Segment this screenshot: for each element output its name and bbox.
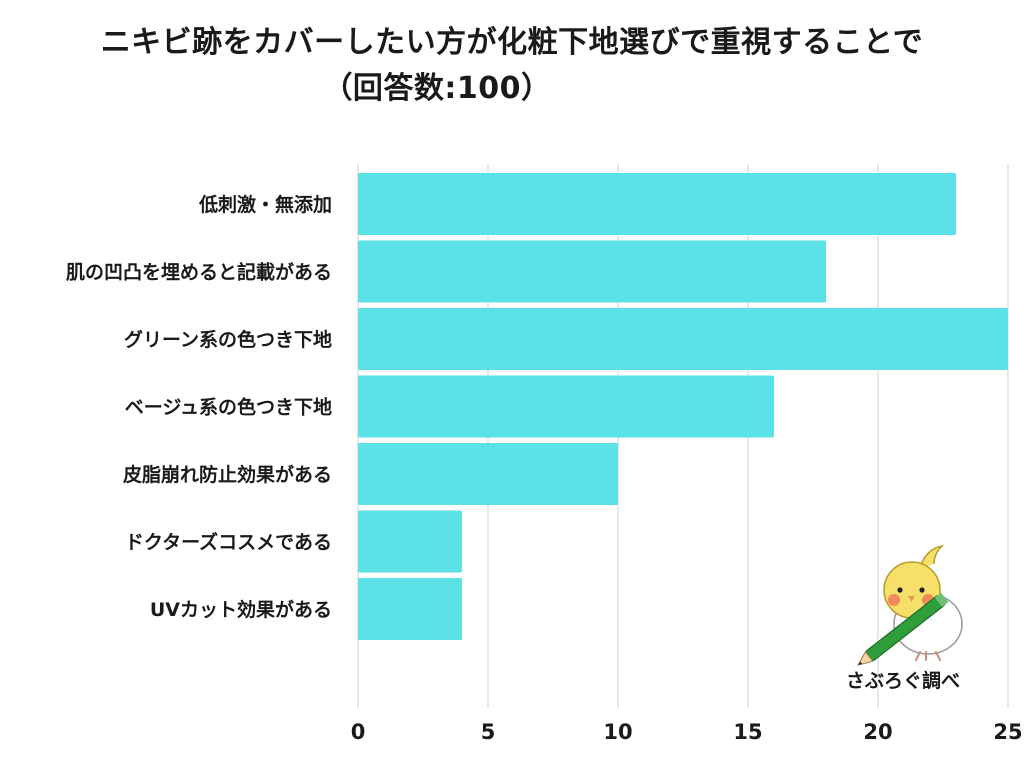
x-tick-label-25: 25 — [993, 720, 1022, 744]
bar-1 — [358, 240, 826, 303]
category-label-1: 肌の凹凸を埋めると記載がある — [66, 261, 332, 284]
x-axis-tick-labels: 0 5 10 15 20 25 — [351, 720, 1023, 744]
category-label-0: 低刺激・無添加 — [198, 193, 332, 216]
bars — [358, 173, 1008, 640]
x-tick-label-10: 10 — [603, 720, 632, 744]
bar-2 — [358, 308, 1008, 370]
bar-3 — [358, 375, 774, 438]
chart-title-line1: ニキビ跡をカバーしたい方が化粧下地選びで重視することで — [100, 25, 924, 60]
credit-label: さぶろぐ調べ — [845, 670, 960, 692]
category-labels: 低刺激・無添加肌の凹凸を埋めると記載があるグリーン系の色つき下地ベージュ系の色つ… — [66, 193, 332, 621]
x-tick-label-20: 20 — [863, 720, 892, 744]
bar-4 — [358, 443, 618, 505]
bar-5 — [358, 510, 462, 573]
bar-6 — [358, 578, 462, 640]
category-label-5: ドクターズコスメである — [125, 531, 332, 554]
chart-title-line2: （回答数:100） — [322, 71, 552, 106]
cockatiel-with-pencil-icon — [857, 544, 963, 666]
category-label-6: UVカット効果がある — [150, 598, 332, 621]
credit-badge: さぶろぐ調べ — [828, 542, 978, 692]
chart-title: ニキビ跡をカバーしたい方が化粧下地選びで重視することで （回答数:100） — [0, 20, 1024, 112]
bar-0 — [358, 173, 956, 235]
x-tick-label-5: 5 — [481, 720, 496, 744]
x-tick-label-0: 0 — [351, 720, 366, 744]
category-label-2: グリーン系の色つき下地 — [124, 328, 332, 351]
category-label-4: 皮脂崩れ防止効果がある — [123, 463, 332, 486]
x-tick-label-15: 15 — [733, 720, 762, 744]
category-label-3: ベージュ系の色つき下地 — [125, 396, 332, 419]
